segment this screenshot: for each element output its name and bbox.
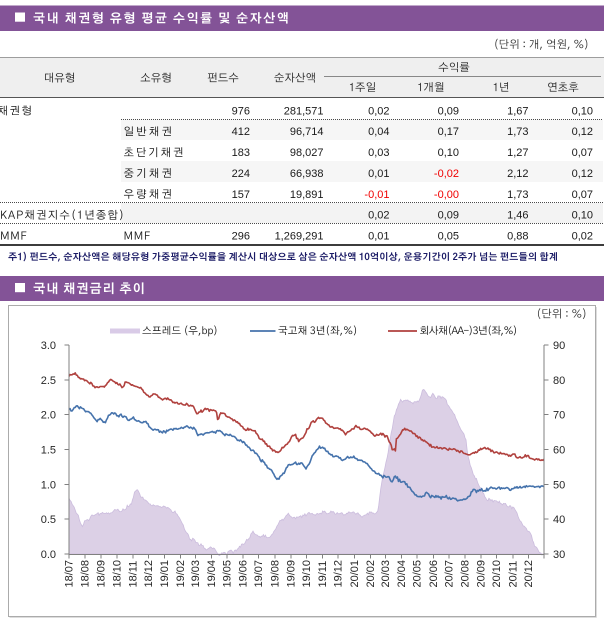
svg-text:40: 40: [553, 514, 565, 526]
svg-text:1,67: 1,67: [507, 105, 528, 117]
svg-text:20/02: 20/02: [365, 560, 377, 588]
svg-text:0,02: 0,02: [368, 210, 389, 222]
svg-text:0,04: 0,04: [368, 126, 389, 138]
svg-text:18/07: 18/07: [64, 560, 76, 588]
svg-text:66,938: 66,938: [290, 168, 324, 180]
svg-text:19/10: 19/10: [301, 560, 313, 588]
svg-text:19/03: 19/03: [190, 560, 202, 588]
svg-text:0,07: 0,07: [572, 147, 593, 159]
svg-text:90: 90: [553, 340, 565, 352]
svg-text:19/04: 19/04: [206, 560, 218, 588]
svg-text:0,01: 0,01: [368, 231, 389, 243]
svg-text:19/02: 19/02: [175, 560, 187, 588]
svg-text:3.0: 3.0: [41, 340, 56, 352]
svg-text:1,73: 1,73: [507, 126, 528, 138]
svg-text:30: 30: [553, 549, 565, 561]
svg-text:0,10: 0,10: [438, 147, 459, 159]
svg-text:0,09: 0,09: [438, 105, 459, 117]
svg-text:976: 976: [232, 105, 250, 117]
svg-text:0,12: 0,12: [572, 126, 593, 138]
svg-text:18/12: 18/12: [143, 560, 155, 588]
svg-text:18/09: 18/09: [96, 560, 108, 588]
svg-text:19/06: 19/06: [238, 560, 250, 588]
svg-text:20/01: 20/01: [349, 560, 361, 588]
svg-text:183: 183: [232, 147, 250, 159]
svg-text:20/10: 20/10: [491, 560, 503, 588]
svg-text:296: 296: [232, 231, 250, 243]
svg-text:2,12: 2,12: [507, 168, 528, 180]
svg-text:0,12: 0,12: [572, 168, 593, 180]
svg-text:-0,02: -0,02: [434, 168, 459, 180]
svg-text:2.5: 2.5: [41, 375, 56, 387]
svg-text:1,269,291: 1,269,291: [275, 231, 324, 243]
svg-text:0,07: 0,07: [572, 189, 593, 201]
svg-text:96,714: 96,714: [290, 126, 324, 138]
svg-text:224: 224: [232, 168, 250, 180]
svg-text:20/08: 20/08: [460, 560, 472, 588]
svg-text:80: 80: [553, 375, 565, 387]
svg-text:19/11: 19/11: [317, 561, 329, 588]
svg-text:412: 412: [232, 126, 250, 138]
svg-text:0,10: 0,10: [572, 105, 593, 117]
svg-text:1.0: 1.0: [41, 479, 56, 491]
svg-text:0,02: 0,02: [572, 231, 593, 243]
svg-text:20/03: 20/03: [380, 560, 392, 588]
svg-text:2.0: 2.0: [41, 410, 56, 422]
svg-text:20/09: 20/09: [476, 560, 488, 588]
svg-text:281,571: 281,571: [284, 105, 324, 117]
svg-text:1.5: 1.5: [41, 445, 56, 457]
svg-text:0,10: 0,10: [572, 210, 593, 222]
svg-text:20/05: 20/05: [412, 560, 424, 588]
svg-text:50: 50: [553, 479, 565, 491]
svg-text:19/01: 19/01: [159, 560, 171, 588]
svg-text:20/07: 20/07: [443, 560, 455, 588]
svg-text:19,891: 19,891: [290, 189, 324, 201]
svg-text:1,46: 1,46: [507, 210, 528, 222]
svg-text:20/11: 20/11: [507, 561, 519, 588]
svg-text:19/07: 19/07: [253, 560, 265, 588]
svg-text:19/09: 19/09: [285, 560, 297, 588]
svg-text:18/11: 18/11: [127, 561, 139, 588]
svg-text:70: 70: [553, 410, 565, 422]
svg-text:0.5: 0.5: [41, 514, 56, 526]
svg-text:0,88: 0,88: [507, 231, 528, 243]
svg-text:0,05: 0,05: [438, 231, 459, 243]
svg-text:-0,00: -0,00: [434, 189, 459, 201]
svg-text:0,02: 0,02: [368, 105, 389, 117]
svg-text:19/12: 19/12: [333, 560, 345, 588]
svg-text:157: 157: [232, 189, 250, 201]
svg-text:18/10: 18/10: [111, 560, 123, 588]
svg-text:0,17: 0,17: [438, 126, 459, 138]
svg-text:18/08: 18/08: [80, 560, 92, 588]
svg-text:20/04: 20/04: [396, 560, 408, 588]
svg-text:19/08: 19/08: [269, 560, 281, 588]
svg-text:0,09: 0,09: [438, 210, 459, 222]
svg-text:19/05: 19/05: [222, 560, 234, 588]
svg-text:60: 60: [553, 445, 565, 457]
svg-text:1,27: 1,27: [507, 147, 528, 159]
svg-text:20/06: 20/06: [428, 560, 440, 588]
svg-text:0,03: 0,03: [368, 147, 389, 159]
svg-text:98,027: 98,027: [290, 147, 324, 159]
svg-text:-0,01: -0,01: [364, 189, 389, 201]
svg-text:0,01: 0,01: [368, 168, 389, 180]
svg-text:0.0: 0.0: [41, 549, 56, 561]
svg-text:1,73: 1,73: [507, 189, 528, 201]
svg-text:20/12: 20/12: [523, 560, 535, 588]
